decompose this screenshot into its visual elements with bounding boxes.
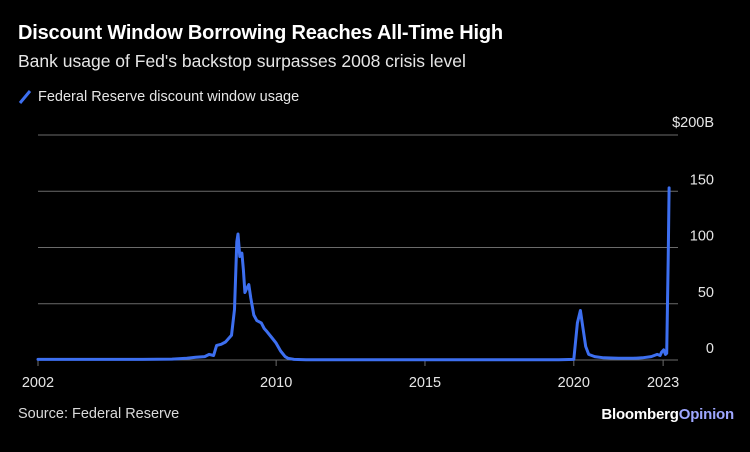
chart-subtitle: Bank usage of Fed's backstop surpasses 2… xyxy=(18,51,466,71)
y-tick-label: 150 xyxy=(690,172,714,188)
x-tick-label: 2010 xyxy=(260,375,292,391)
brand-logo-part2: Opinion xyxy=(678,406,734,423)
y-tick-label: 0 xyxy=(706,341,714,357)
chart-frame: Discount Window Borrowing Reaches All-Ti… xyxy=(8,8,742,436)
brand-logo-part1: Bloomberg xyxy=(601,406,679,423)
brand-logo: BloombergOpinion xyxy=(601,406,734,423)
series-line xyxy=(36,186,671,362)
x-tick-label: 2020 xyxy=(558,375,590,391)
x-tick-label: 2015 xyxy=(409,375,441,391)
legend-line-icon xyxy=(18,90,32,104)
y-tick-label: 100 xyxy=(690,229,714,245)
chart-title: Discount Window Borrowing Reaches All-Ti… xyxy=(18,22,503,44)
x-tick-label: 2023 xyxy=(647,375,679,391)
source-note: Source: Federal Reserve xyxy=(18,406,180,422)
x-tick-label: 2002 xyxy=(22,375,54,391)
legend-label: Federal Reserve discount window usage xyxy=(38,89,300,105)
chart-legend: Federal Reserve discount window usage xyxy=(18,89,299,105)
y-tick-label: $200B xyxy=(672,115,714,131)
y-tick-label: 50 xyxy=(698,285,714,301)
line-chart: 0 50 100 150 $200B 2002 2010 2015 2020 2023 xyxy=(22,115,714,391)
